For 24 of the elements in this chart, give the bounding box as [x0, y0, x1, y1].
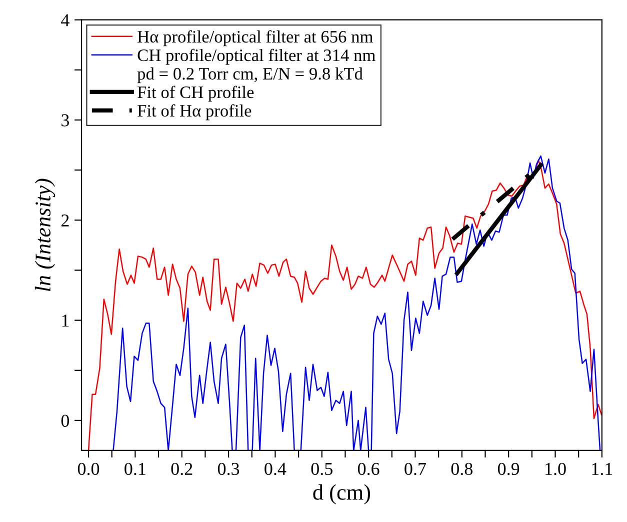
x-tick-label: 1.1	[592, 462, 612, 476]
x-axis-title: d (cm)	[313, 484, 370, 504]
y-tick-label: 2	[61, 214, 69, 226]
y-axis-title: ln (Intensity)	[34, 178, 56, 292]
y-tick-label: 0	[61, 414, 70, 427]
legend-label: Fit of Hα profile	[138, 104, 252, 120]
x-tick-label: 0.1	[124, 462, 146, 476]
x-tick-label: 0.6	[358, 462, 380, 476]
y-tick-label: 1	[62, 314, 69, 327]
legend-label: Hα profile/optical filter at 656 nm	[138, 30, 373, 46]
y-tick-label: 4	[61, 14, 70, 26]
x-tick-label: 0.3	[218, 462, 240, 476]
x-tick-label: 0.2	[171, 462, 192, 476]
x-tick-label: 0.7	[404, 462, 426, 476]
legend-label: CH profile/optical filter at 314 nm	[138, 48, 376, 65]
x-tick-label: 0.8	[451, 462, 472, 476]
x-tick-label: 0.5	[311, 462, 332, 476]
y-tick-label: 3	[62, 114, 69, 126]
annotation: pd = 0.2 Torr cm, E/N = 9.8 kTd	[137, 67, 363, 84]
legend-label: Fit of CH profile	[138, 86, 254, 102]
x-tick-label: 0.4	[264, 462, 286, 476]
x-tick-label: 0.0	[78, 462, 100, 476]
x-tick-label: 0.9	[498, 462, 520, 476]
x-tick-label: 1.0	[546, 462, 566, 476]
